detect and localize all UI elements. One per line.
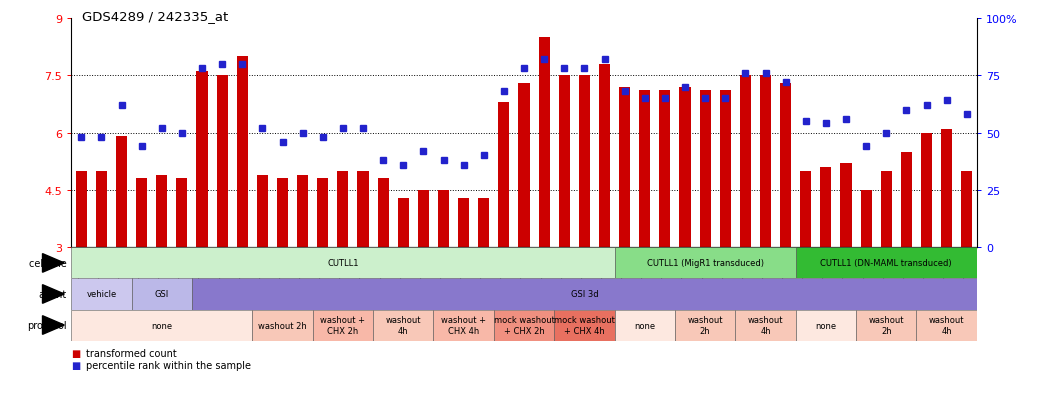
Bar xyxy=(373,310,433,341)
Text: none: none xyxy=(816,321,837,330)
Bar xyxy=(252,310,313,341)
Bar xyxy=(156,175,168,248)
Text: mock washout
+ CHX 4h: mock washout + CHX 4h xyxy=(554,316,615,335)
Bar xyxy=(660,91,670,248)
Text: ■: ■ xyxy=(71,361,81,370)
Bar xyxy=(615,248,796,279)
Text: none: none xyxy=(151,321,173,330)
Bar xyxy=(921,133,932,248)
Text: GSI 3d: GSI 3d xyxy=(571,290,598,299)
Polygon shape xyxy=(43,316,64,335)
Bar xyxy=(459,198,469,248)
Text: none: none xyxy=(634,321,655,330)
Polygon shape xyxy=(43,285,64,304)
Text: CUTLL1 (DN-MAML transduced): CUTLL1 (DN-MAML transduced) xyxy=(821,259,952,268)
Bar xyxy=(881,171,892,248)
Bar xyxy=(132,279,192,310)
Text: washout
2h: washout 2h xyxy=(688,316,722,335)
Bar xyxy=(176,179,187,248)
Bar xyxy=(619,88,630,248)
Text: GSI: GSI xyxy=(155,290,169,299)
Bar xyxy=(317,179,329,248)
Text: ■: ■ xyxy=(71,348,81,358)
Text: washout
4h: washout 4h xyxy=(929,316,964,335)
Bar xyxy=(136,179,148,248)
Text: transformed count: transformed count xyxy=(86,348,177,358)
Bar xyxy=(538,38,550,248)
Bar xyxy=(699,91,711,248)
Bar xyxy=(599,64,610,248)
Bar xyxy=(71,248,615,279)
Text: washout +
CHX 4h: washout + CHX 4h xyxy=(441,316,486,335)
Bar xyxy=(861,190,872,248)
Bar xyxy=(961,171,973,248)
Bar xyxy=(337,171,349,248)
Text: washout
2h: washout 2h xyxy=(869,316,904,335)
Text: CUTLL1: CUTLL1 xyxy=(327,259,359,268)
Bar xyxy=(856,310,916,341)
Bar xyxy=(96,171,107,248)
Bar xyxy=(735,310,796,341)
Bar xyxy=(780,83,792,248)
Text: washout
4h: washout 4h xyxy=(748,316,783,335)
Bar xyxy=(378,179,388,248)
Bar xyxy=(740,76,751,248)
Text: mock washout
+ CHX 2h: mock washout + CHX 2h xyxy=(493,316,555,335)
Bar xyxy=(192,279,977,310)
Bar xyxy=(719,91,731,248)
Text: GDS4289 / 242335_at: GDS4289 / 242335_at xyxy=(82,10,228,23)
Text: CUTLL1 (MigR1 transduced): CUTLL1 (MigR1 transduced) xyxy=(647,259,763,268)
Bar xyxy=(760,76,771,248)
Bar xyxy=(640,91,650,248)
Text: washout
4h: washout 4h xyxy=(385,316,421,335)
Bar xyxy=(518,83,530,248)
Bar xyxy=(494,310,554,341)
Polygon shape xyxy=(43,254,64,273)
Bar xyxy=(675,310,735,341)
Bar xyxy=(579,76,589,248)
Bar xyxy=(71,279,132,310)
Bar xyxy=(796,310,856,341)
Bar xyxy=(398,198,408,248)
Bar xyxy=(217,76,227,248)
Bar xyxy=(559,76,570,248)
Bar xyxy=(941,129,952,248)
Bar xyxy=(478,198,489,248)
Bar xyxy=(821,168,831,248)
Bar xyxy=(615,310,675,341)
Bar xyxy=(554,310,615,341)
Text: washout +
CHX 2h: washout + CHX 2h xyxy=(320,316,365,335)
Bar xyxy=(418,190,429,248)
Bar xyxy=(680,88,691,248)
Bar xyxy=(75,171,87,248)
Bar xyxy=(357,171,369,248)
Bar xyxy=(277,179,288,248)
Bar xyxy=(498,103,510,248)
Text: washout 2h: washout 2h xyxy=(259,321,307,330)
Text: cell line: cell line xyxy=(29,258,67,268)
Bar xyxy=(257,175,268,248)
Bar xyxy=(796,248,977,279)
Bar xyxy=(116,137,127,248)
Bar xyxy=(900,152,912,248)
Bar xyxy=(313,310,373,341)
Bar xyxy=(916,310,977,341)
Bar xyxy=(433,310,494,341)
Bar xyxy=(237,57,248,248)
Bar xyxy=(438,190,449,248)
Text: vehicle: vehicle xyxy=(86,290,116,299)
Bar xyxy=(71,310,252,341)
Text: protocol: protocol xyxy=(27,320,67,330)
Text: percentile rank within the sample: percentile rank within the sample xyxy=(86,361,251,370)
Text: agent: agent xyxy=(39,289,67,299)
Bar xyxy=(297,175,308,248)
Bar xyxy=(800,171,811,248)
Bar xyxy=(197,72,207,248)
Bar xyxy=(841,164,851,248)
